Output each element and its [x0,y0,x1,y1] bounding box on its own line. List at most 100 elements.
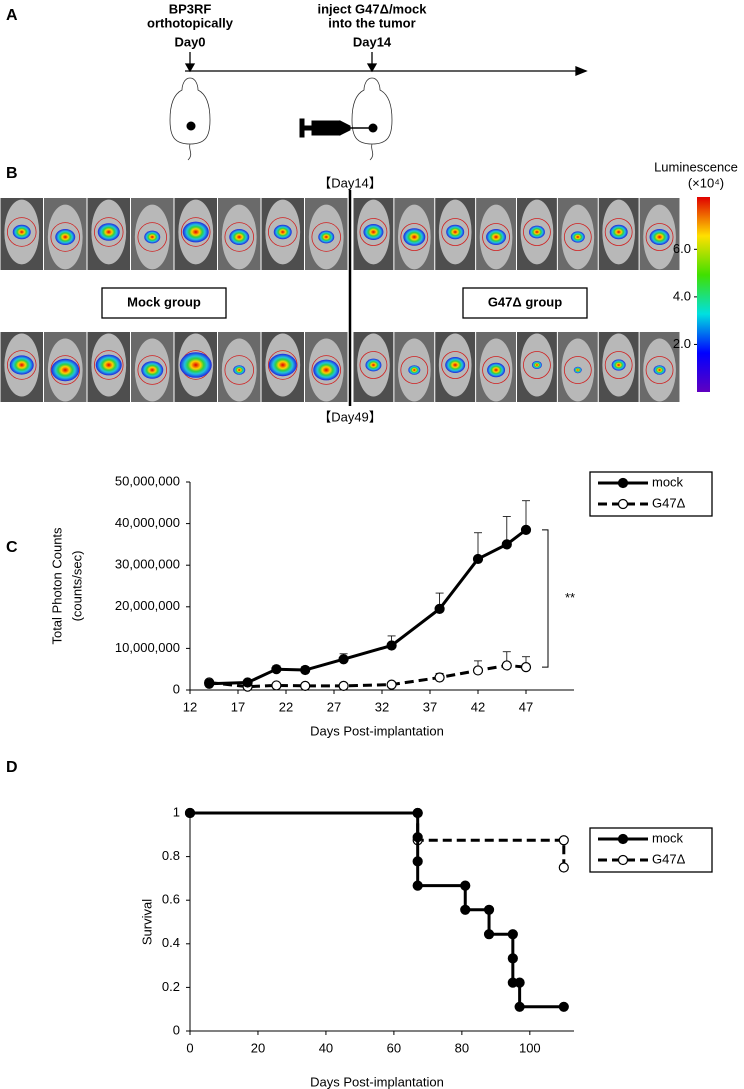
x-tick-label: 37 [423,699,437,714]
signal [365,358,382,372]
roi [359,218,388,246]
series-line [209,528,527,686]
signal [144,230,161,244]
syringe [299,118,372,138]
series-line [190,811,564,1009]
group-box [462,287,588,319]
data-point [242,677,253,688]
data-point [204,678,215,689]
data-point [412,807,423,819]
roi [50,355,81,385]
x-tick-label: 40 [319,1040,333,1055]
data-point [501,539,512,550]
data-point [483,904,495,915]
group-box [101,287,227,319]
y-axis-title: Survival [139,899,154,945]
data-point [460,904,471,915]
roi [311,222,342,252]
data-point [412,856,423,867]
roi [137,222,168,252]
x-axis-title: Days Post-implantation [310,1074,444,1089]
signal [233,365,246,375]
signal [403,228,426,246]
x-tick-label: 22 [279,699,293,714]
step-text: inject G47Δ/mock [317,1,427,16]
step-text: BP3RF [169,1,212,16]
roi [645,223,674,251]
roi [482,356,510,384]
group-label: G47Δ group [488,294,562,309]
data-point [300,680,311,691]
mouse [169,77,211,161]
y-axis-title: Total Photon Counts [49,527,64,645]
roi [311,355,342,385]
data-point [434,672,445,683]
imaging-strip [0,198,680,402]
legend-marker [617,498,629,510]
signal [182,221,209,243]
y-tick-label: 10,000,000 [115,640,180,655]
legend-marker [617,833,629,845]
roi [400,223,429,251]
signal [609,224,628,240]
timeline [184,52,588,76]
data-point [507,953,518,964]
signal [649,229,670,245]
x-tick-label: 42 [471,699,485,714]
colorbar-title: Luminescence [654,159,738,174]
colorbar [697,197,710,392]
data-point [501,660,512,671]
roi [604,351,633,379]
x-tick-label: 80 [455,1040,469,1055]
roi [441,351,470,379]
roi [6,217,37,247]
signal [268,353,297,377]
signal [318,230,335,244]
signal [9,355,34,375]
signal [229,229,250,245]
signal [363,224,384,240]
group-label: Mock group [127,294,201,309]
y-axis-title: (counts/sec) [69,551,84,622]
data-point [483,929,495,940]
data-point [558,1001,569,1012]
data-point [412,880,423,891]
signal [570,231,585,243]
roi [224,222,255,252]
data-point [271,680,282,691]
y-tick-label: 20,000,000 [115,598,180,613]
signal [179,352,212,378]
y-tick-label: 0 [173,681,180,696]
data-point [514,1001,525,1012]
y-tick-label: 0.2 [162,979,180,994]
y-tick-label: 0 [173,1022,180,1037]
x-tick-label: 47 [519,699,533,714]
legend-marker [617,477,629,489]
signal [573,366,582,374]
roi [224,355,255,385]
data-point [338,654,349,665]
legend-label: mock [652,830,684,845]
roi [604,218,633,246]
roi [523,351,551,379]
signal [55,229,76,245]
colorbar-unit: (×10⁴) [688,175,724,190]
data-point [434,603,445,614]
panel-label: D [6,759,18,776]
signal [95,354,122,376]
roi [563,356,592,384]
y-tick-label: 0.6 [162,892,180,907]
signal [446,224,465,240]
roi [523,218,551,246]
legend-label: G47Δ [652,851,686,866]
roi [93,217,124,247]
roi [563,223,592,251]
panel-label: A [6,7,18,24]
data-point [514,977,525,988]
roi [267,350,298,380]
data-point [184,807,196,819]
signal [12,224,31,240]
colorbar-tick-label: 4.0 [673,288,691,303]
legend-label: mock [652,474,684,489]
day-label: Day14 [353,34,392,49]
